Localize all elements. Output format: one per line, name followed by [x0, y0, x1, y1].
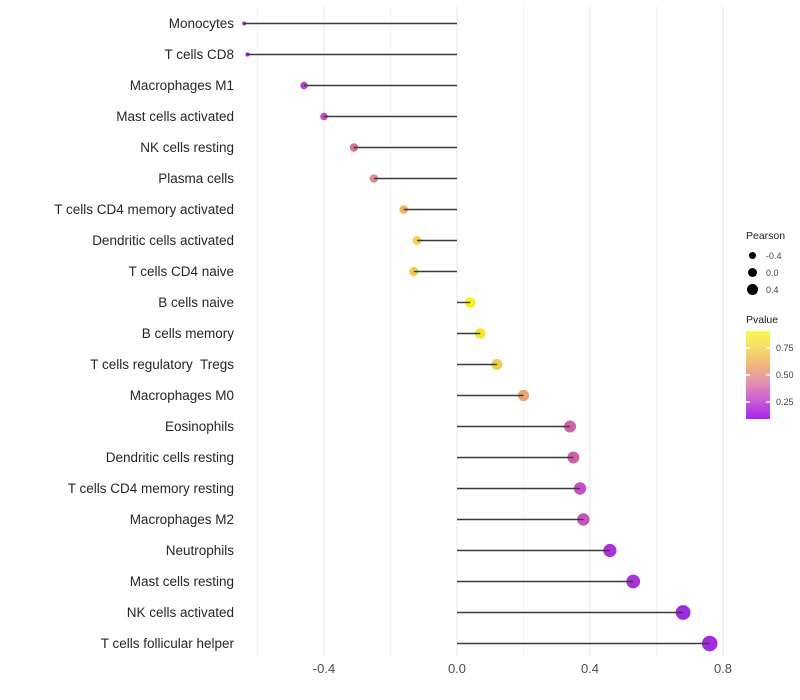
colorbar-tick-mark: [766, 347, 770, 349]
y-axis-label-eosinophils: Eosinophils: [164, 419, 234, 434]
legend-size-dot-icon: [746, 284, 758, 296]
legend-size-label: -0.4: [766, 250, 782, 261]
y-axis-label-b-cells-naive: B cells naive: [158, 295, 234, 310]
x-tick-label-0.4: 0.4: [580, 661, 600, 676]
y-axis-label-macrophages-m1: Macrophages M1: [129, 78, 234, 93]
y-axis-label-neutrophils: Neutrophils: [165, 543, 234, 558]
legend-size-dot-icon: [746, 267, 758, 279]
lollipop-dot-b-cells-memory: [474, 328, 486, 339]
legend-size-entry-0.4: 0.4: [746, 281, 800, 298]
legend-size-dot: [748, 252, 756, 259]
colorbar-tick-mark: [766, 401, 770, 403]
y-axis-label-plasma-cells: Plasma cells: [158, 171, 234, 186]
legend-pearson-entries: -0.4 0.0 0.4: [740, 247, 800, 298]
pvalue-colorbar-wrap: 0.75 0.50 0.25: [746, 331, 800, 431]
legend-size-dot-icon: [746, 250, 758, 262]
colorbar-tick-label-0.75: 0.75: [776, 343, 794, 353]
y-axis-label-nk-cells-resting: NK cells resting: [140, 140, 234, 155]
y-axis-label-monocytes: Monocytes: [168, 16, 234, 31]
colorbar-tick-label-0.25: 0.25: [776, 397, 794, 407]
y-axis-label-macrophages-m0: Macrophages M0: [129, 388, 234, 403]
colorbar-tick-mark: [766, 374, 770, 376]
y-axis-label-t-cells-cd8: T cells CD8: [164, 47, 234, 62]
x-tick-label-0.8: 0.8: [713, 661, 733, 676]
y-axis-label-dendritic-cells-activated: Dendritic cells activated: [92, 233, 234, 248]
legend-size-dot: [746, 284, 758, 295]
legend-size-entry-0.0: 0.0: [746, 264, 800, 281]
y-axis-label-nk-cells-activated: NK cells activated: [126, 605, 234, 620]
legend: Pearson -0.4 0.0 0.4 Pvalue 0.75 0.50 0.25: [740, 230, 800, 431]
colorbar-tick-mark: [746, 401, 750, 403]
y-axis-label-t-cells-follicular-helper: T cells follicular helper: [100, 636, 234, 651]
y-axis-label-t-cells-cd4-naive: T cells CD4 naive: [128, 264, 234, 279]
colorbar-tick-mark: [746, 374, 750, 376]
y-axis-label-t-cells-regulatory-tregs: T cells regulatory Tregs: [90, 357, 234, 372]
y-axis-label-b-cells-memory: B cells memory: [141, 326, 234, 341]
legend-pvalue-title: Pvalue: [746, 314, 779, 326]
y-axis-label-t-cells-cd4-memory-activated: T cells CD4 memory activated: [54, 202, 234, 217]
y-axis-label-mast-cells-resting: Mast cells resting: [129, 574, 234, 589]
legend-pearson-size: Pearson -0.4 0.0 0.4: [740, 230, 800, 298]
legend-size-dot: [747, 268, 757, 277]
legend-size-entry--0.4: -0.4: [746, 247, 800, 264]
x-tick-label-0.0: 0.0: [447, 661, 467, 676]
y-axis-label-t-cells-cd4-memory-resting: T cells CD4 memory resting: [67, 481, 234, 496]
y-axis-label-mast-cells-activated: Mast cells activated: [116, 109, 234, 124]
lollipop-dot-neutrophils: [603, 543, 617, 558]
x-tick-label--0.4: -0.4: [312, 661, 336, 676]
legend-size-label: 0.4: [766, 284, 779, 295]
legend-size-label: 0.0: [766, 267, 779, 278]
y-axis-label-macrophages-m2: Macrophages M2: [129, 512, 234, 527]
legend-pearson-title: Pearson: [746, 230, 786, 242]
legend-pvalue-color: Pvalue 0.75 0.50 0.25: [740, 314, 800, 431]
colorbar-tick-mark: [746, 347, 750, 349]
y-axis-label-dendritic-cells-resting: Dendritic cells resting: [105, 450, 234, 465]
colorbar-tick-label-0.50: 0.50: [776, 370, 794, 380]
